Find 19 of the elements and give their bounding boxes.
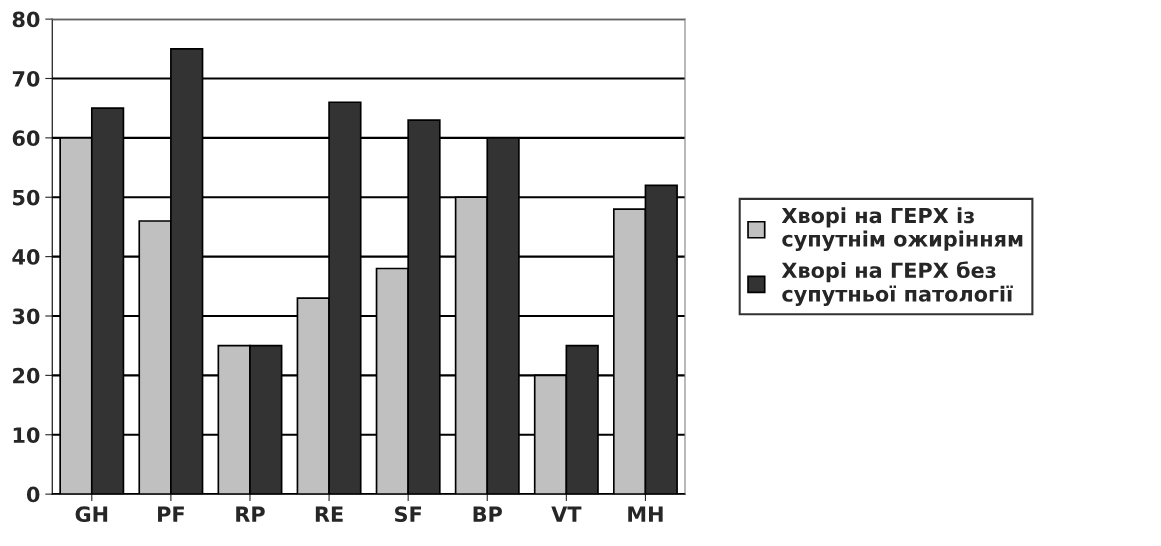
y-tick-label: 50 — [13, 189, 40, 206]
y-tick-label: 40 — [12, 249, 40, 265]
y-tick-label: 80 — [12, 11, 40, 28]
legend-label: Хворі на ГЕРХ без супутньої патології — [781, 261, 1013, 306]
x-tick-label: BP — [473, 506, 502, 522]
y-tick-label: 60 — [12, 130, 40, 147]
x-tick-label: PF — [158, 506, 184, 522]
x-tick-label: RE — [315, 506, 343, 522]
x-tick-label: RP — [236, 506, 265, 522]
x-tick-label: SF — [395, 506, 422, 523]
x-tick-label: VT — [551, 506, 582, 522]
y-tick-label: 70 — [12, 70, 40, 87]
y-tick-label: 30 — [12, 308, 40, 325]
y-tick-label: 20 — [13, 367, 40, 384]
y-tick-label: 10 — [13, 427, 40, 443]
x-tick-label: MH — [628, 506, 663, 522]
y-tick-label: 0 — [26, 486, 40, 503]
legend-label: Хворі на ГЕРХ із супутнім ожирінням — [781, 207, 1023, 251]
x-tick-label: GH — [75, 506, 108, 523]
